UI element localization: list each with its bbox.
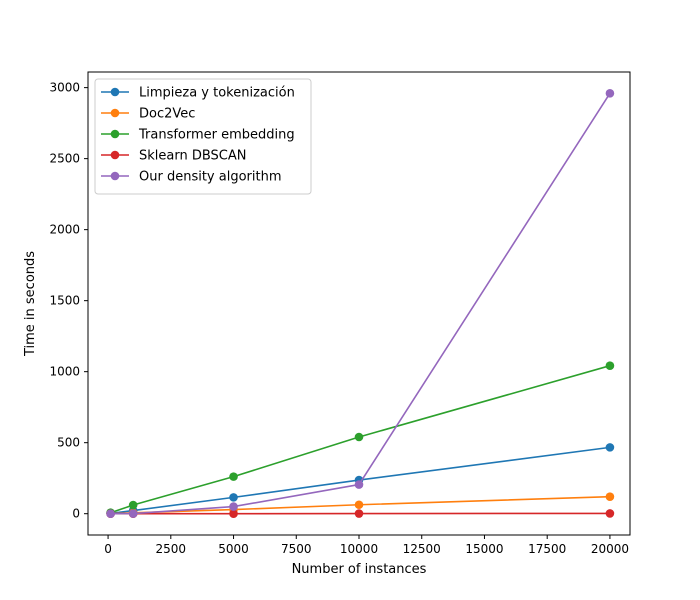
data-point	[605, 509, 615, 518]
x-tick-label: 17500	[528, 542, 566, 556]
y-tick-label: 2500	[49, 152, 80, 166]
legend-marker	[110, 87, 120, 97]
data-point	[229, 472, 238, 481]
axes-frame	[87, 71, 631, 536]
data-point	[354, 480, 364, 489]
data-point	[229, 502, 238, 511]
x-tick-label: 7500	[281, 542, 312, 556]
data-point	[106, 509, 115, 518]
y-axis: 0 500 1000 1500 2000 2500 3000	[49, 81, 88, 521]
series-4	[106, 89, 615, 518]
data-point	[605, 443, 615, 452]
x-tick-label: 20000	[591, 542, 629, 556]
legend: Limpieza y tokenización Doc2Vec Transforme…	[94, 78, 312, 195]
y-tick-label: 3000	[49, 81, 80, 95]
x-axis-label: Number of instances	[292, 562, 427, 577]
y-tick-label: 1500	[49, 294, 80, 308]
data-point	[354, 432, 364, 442]
legend-item: Limpieza y tokenización	[101, 86, 295, 101]
legend-marker	[110, 171, 120, 181]
data-point	[605, 492, 615, 501]
data-point	[605, 361, 615, 371]
legend-label: Doc2Vec	[139, 107, 195, 122]
y-tick-label: 2000	[49, 223, 80, 237]
y-tick-label: 0	[72, 507, 80, 521]
legend-label: Limpieza y tokenización	[139, 86, 295, 101]
x-axis: 0 2500 5000 7500 10000 12500 15000 17500 20000	[104, 535, 629, 556]
legend-marker	[110, 150, 120, 160]
legend-label: Our density algorithm	[139, 170, 282, 185]
x-tick-label: 2500	[156, 542, 187, 556]
legend-marker	[110, 129, 120, 139]
data-point	[354, 500, 364, 510]
legend-marker	[110, 108, 120, 118]
legend-item: Sklearn DBSCAN	[101, 149, 247, 164]
data-point	[128, 509, 138, 518]
x-tick-label: 15000	[465, 542, 503, 556]
y-axis-label: Time in seconds	[23, 251, 38, 357]
x-tick-label: 12500	[403, 542, 441, 556]
y-tick-label: 500	[57, 436, 80, 450]
y-tick-label: 1000	[49, 365, 80, 379]
legend-label: Sklearn DBSCAN	[139, 149, 247, 164]
data-point	[128, 500, 138, 510]
legend-box	[94, 78, 312, 195]
x-tick-label: 0	[104, 542, 112, 556]
data-point	[229, 493, 238, 502]
data-point	[605, 89, 615, 98]
x-tick-label: 10000	[340, 542, 378, 556]
series-layer	[106, 89, 615, 518]
data-point	[229, 509, 238, 518]
legend-item: Transformer embedding	[101, 128, 295, 143]
legend-item: Our density algorithm	[101, 170, 282, 185]
x-tick-label: 5000	[218, 542, 249, 556]
data-point	[354, 509, 364, 518]
legend-item: Doc2Vec	[101, 107, 195, 122]
legend-label: Transformer embedding	[138, 128, 295, 143]
